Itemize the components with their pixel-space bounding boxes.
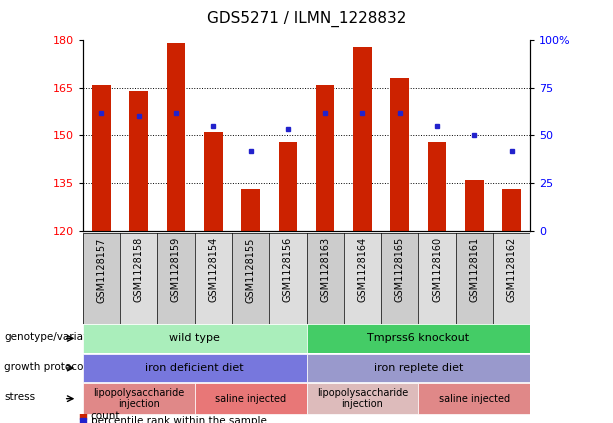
Text: GSM1128161: GSM1128161 [470, 237, 479, 302]
Bar [306, 354, 530, 382]
Text: genotype/variation: genotype/variation [4, 332, 103, 342]
Bar [204, 132, 223, 231]
Bar [390, 78, 409, 231]
Text: GSM1128158: GSM1128158 [134, 237, 143, 302]
Text: growth protocol: growth protocol [4, 362, 86, 371]
Bar [316, 85, 335, 231]
Bar [278, 142, 297, 231]
Text: count: count [91, 411, 120, 421]
Bar [120, 233, 158, 324]
Text: GSM1128157: GSM1128157 [96, 237, 107, 302]
Bar [242, 190, 260, 231]
Bar [353, 47, 371, 231]
Bar [428, 142, 446, 231]
Bar [418, 383, 530, 414]
Text: percentile rank within the sample: percentile rank within the sample [91, 416, 267, 423]
Text: GSM1128160: GSM1128160 [432, 237, 442, 302]
Text: wild type: wild type [169, 333, 220, 343]
Bar [306, 383, 418, 414]
Text: saline injected: saline injected [215, 394, 286, 404]
Text: GSM1128159: GSM1128159 [171, 237, 181, 302]
Bar [83, 233, 120, 324]
Bar [344, 233, 381, 324]
Text: GSM1128163: GSM1128163 [320, 237, 330, 302]
Bar [129, 91, 148, 231]
Text: GSM1128162: GSM1128162 [506, 237, 517, 302]
Bar [493, 233, 530, 324]
Bar [465, 180, 484, 231]
Bar [418, 233, 455, 324]
Text: Tmprss6 knockout: Tmprss6 knockout [367, 333, 470, 343]
Bar [269, 233, 306, 324]
Bar [83, 383, 195, 414]
Bar [306, 233, 344, 324]
Text: saline injected: saline injected [439, 394, 510, 404]
Text: GSM1128154: GSM1128154 [208, 237, 218, 302]
Bar [232, 233, 269, 324]
Text: GSM1128156: GSM1128156 [283, 237, 293, 302]
Text: GSM1128155: GSM1128155 [246, 237, 256, 302]
Text: stress: stress [4, 392, 35, 402]
Bar [158, 233, 195, 324]
Bar [195, 383, 306, 414]
Text: lipopolysaccharide
injection: lipopolysaccharide injection [93, 388, 185, 409]
Bar [195, 233, 232, 324]
Bar [83, 324, 306, 353]
Bar [306, 324, 530, 353]
Text: GDS5271 / ILMN_1228832: GDS5271 / ILMN_1228832 [207, 11, 406, 27]
Bar [83, 354, 306, 382]
Text: GSM1128165: GSM1128165 [395, 237, 405, 302]
Bar [455, 233, 493, 324]
Text: GSM1128164: GSM1128164 [357, 237, 367, 302]
Bar [167, 44, 185, 231]
Bar [92, 85, 111, 231]
Bar [381, 233, 418, 324]
Text: lipopolysaccharide
injection: lipopolysaccharide injection [317, 388, 408, 409]
Text: iron deficient diet: iron deficient diet [145, 363, 244, 373]
Bar [502, 190, 521, 231]
Text: iron replete diet: iron replete diet [374, 363, 463, 373]
